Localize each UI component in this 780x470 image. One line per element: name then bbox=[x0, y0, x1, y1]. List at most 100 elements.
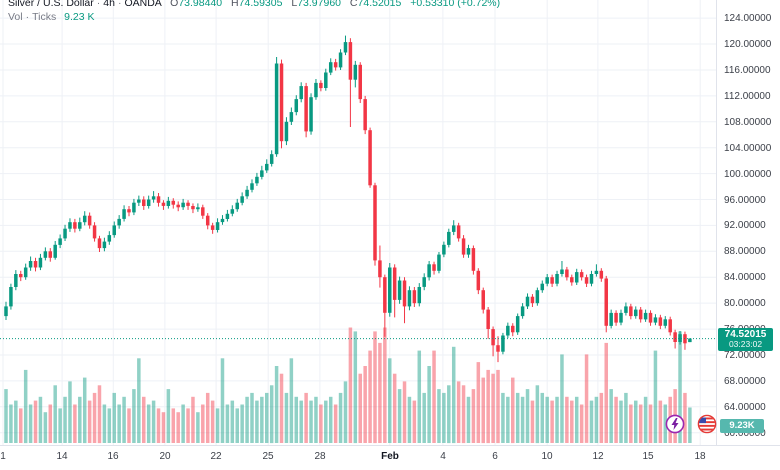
candle-body bbox=[653, 317, 658, 323]
open-prefix: O bbox=[170, 0, 179, 9]
volume-bar bbox=[205, 392, 210, 443]
candle-body bbox=[146, 199, 151, 206]
low-prefix: L bbox=[291, 0, 298, 9]
candle-body bbox=[348, 42, 353, 80]
candle-body bbox=[530, 296, 535, 304]
time-axis[interactable]: 1 14 16 20 22 25 28 Feb 4 6 10 12 15 18 bbox=[0, 445, 780, 470]
candle-body bbox=[269, 154, 274, 164]
volume-bar bbox=[53, 385, 57, 444]
candle-body bbox=[186, 202, 190, 206]
candle-body bbox=[545, 277, 549, 284]
candle-body bbox=[570, 277, 574, 283]
volume-bar bbox=[33, 400, 38, 443]
last-price-badge: 74.52015 03:23:02 bbox=[718, 328, 773, 351]
us-flag-event-icon[interactable] bbox=[697, 414, 717, 434]
candle-body bbox=[14, 274, 18, 287]
volume-bar bbox=[506, 396, 510, 443]
volume-bar bbox=[648, 404, 653, 443]
volume-bar bbox=[161, 412, 166, 443]
candle-body bbox=[58, 238, 62, 245]
volume-bar bbox=[565, 396, 569, 443]
chart-pane[interactable]: Silver / U.S. Dollar · 4h · OANDA O73.98440 … bbox=[0, 0, 717, 445]
candle-body bbox=[225, 213, 230, 219]
price-tick-label: 92.00000 bbox=[724, 220, 766, 231]
price-tick-label: 96.00000 bbox=[724, 195, 766, 206]
candle-body bbox=[132, 202, 136, 213]
volume-bar bbox=[520, 396, 525, 443]
candle-body bbox=[383, 277, 387, 313]
price-tick-label: 120.00000 bbox=[724, 39, 772, 50]
volume-bar bbox=[388, 358, 392, 443]
volume-bar bbox=[68, 381, 72, 443]
volume-bar bbox=[643, 396, 648, 443]
volume-bar bbox=[274, 366, 279, 443]
symbol-title[interactable]: Silver / U.S. Dollar bbox=[8, 0, 94, 9]
volume-bar bbox=[265, 392, 269, 443]
volume-bar bbox=[250, 392, 254, 443]
candle-body bbox=[574, 272, 579, 283]
candle-body bbox=[589, 274, 594, 284]
volume-bar bbox=[688, 407, 692, 443]
candle-layer bbox=[4, 35, 692, 363]
volume-bar bbox=[304, 392, 308, 443]
candle-body bbox=[215, 222, 220, 230]
candle-body bbox=[87, 215, 92, 226]
volume-bar bbox=[176, 412, 180, 443]
open-value: 73.98440 bbox=[178, 0, 223, 9]
volume-bar bbox=[624, 392, 628, 443]
candle-body bbox=[658, 317, 663, 326]
candle-body bbox=[4, 306, 8, 317]
time-tick-label: 14 bbox=[56, 451, 68, 462]
interval-label[interactable]: 4h bbox=[103, 0, 115, 9]
volume-bar bbox=[550, 400, 554, 443]
candle-body bbox=[73, 222, 77, 229]
candle-body bbox=[560, 269, 564, 274]
volume-bar bbox=[412, 400, 417, 443]
volume-bar bbox=[58, 408, 62, 443]
candle-body bbox=[397, 280, 402, 300]
candle-body bbox=[38, 257, 43, 268]
candle-body bbox=[427, 264, 431, 278]
candle-body bbox=[358, 64, 362, 100]
price-axis[interactable]: 124.00000 120.00000 116.00000 112.00000 108.… bbox=[716, 0, 780, 445]
volume-bar bbox=[378, 342, 382, 443]
lightning-event-icon[interactable] bbox=[665, 414, 685, 434]
candle-body bbox=[496, 345, 500, 352]
volume-bar bbox=[437, 389, 441, 443]
candle-body bbox=[328, 62, 333, 73]
exchange-label[interactable]: OANDA bbox=[124, 0, 162, 9]
legend-separator: · bbox=[96, 0, 101, 9]
volume-bar bbox=[584, 354, 589, 443]
volume-bar bbox=[324, 400, 328, 443]
candle-body bbox=[614, 312, 618, 323]
us-flag-icon bbox=[697, 414, 717, 434]
candle-body bbox=[417, 287, 422, 304]
volume-bar bbox=[181, 404, 185, 443]
volume-bar bbox=[191, 396, 195, 443]
volume-bar bbox=[220, 358, 225, 443]
volume-bar bbox=[122, 396, 126, 443]
price-tick-label: 112.00000 bbox=[724, 91, 771, 102]
volume-bar bbox=[422, 392, 426, 443]
volume-bar bbox=[511, 377, 515, 444]
volume-bar bbox=[4, 389, 8, 443]
volume-bar bbox=[112, 392, 116, 443]
volume-label[interactable]: Vol bbox=[8, 11, 23, 23]
candle-body bbox=[550, 277, 554, 284]
candle-body bbox=[265, 163, 269, 171]
volume-bar bbox=[535, 385, 540, 444]
volume-axis-badge: 9.23K bbox=[720, 419, 764, 433]
volume-bar bbox=[132, 389, 136, 443]
candle-body bbox=[171, 200, 176, 205]
volume-bar bbox=[151, 400, 156, 443]
time-tick-label: 20 bbox=[159, 451, 171, 462]
candle-body bbox=[9, 287, 13, 307]
candle-body bbox=[451, 225, 456, 232]
time-tick-label: 1 bbox=[0, 451, 6, 462]
volume-bar bbox=[447, 385, 451, 444]
volume-bar bbox=[373, 331, 377, 444]
volume-bar bbox=[142, 396, 146, 443]
volume-bar bbox=[225, 404, 230, 443]
candle-body bbox=[437, 254, 441, 271]
